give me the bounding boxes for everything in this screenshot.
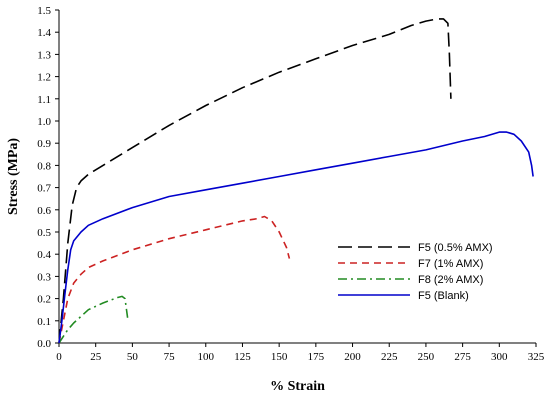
y-tick-label: 0.5: [37, 227, 51, 239]
series-line-f8-2-amx: [58, 295, 129, 344]
x-tick-label: 175: [308, 351, 325, 363]
y-tick-label: 1.2: [37, 72, 51, 84]
x-tick-label: 200: [344, 351, 361, 363]
series-layer: [58, 18, 534, 344]
x-tick-label: 300: [491, 351, 508, 363]
y-tick-label: 0.8: [37, 160, 51, 172]
x-tick-label: 50: [127, 351, 139, 363]
y-tick-label: 0.9: [37, 138, 51, 150]
y-tick-label: 1.0: [37, 116, 51, 128]
x-tick-label: 250: [418, 351, 435, 363]
y-tick-label: 0.4: [37, 249, 51, 261]
series-line-f5-0-5-amx: [58, 18, 452, 344]
x-axis-title: % Strain: [270, 379, 325, 394]
legend: F5 (0.5% AMX) F7 (1% AMX) F8 (2% AMX) F5 (B…: [338, 242, 493, 302]
x-tick-label: 75: [164, 351, 176, 363]
y-tick-label: 0.1: [37, 316, 51, 328]
x-tick-label: 100: [198, 351, 215, 363]
axis-ticks: 0 25 50 75 100 125 150 175 200 225 250 275 300 325 0.0…: [37, 5, 545, 363]
legend-label: F8 (2% AMX): [418, 274, 483, 286]
y-tick-label: 1.1: [37, 94, 51, 106]
y-tick-label: 1.5: [37, 5, 51, 17]
y-tick-label: 1.3: [37, 49, 51, 61]
y-tick-label: 1.4: [37, 27, 51, 39]
axes: [58, 10, 536, 344]
legend-label: F5 (Blank): [418, 290, 469, 302]
x-tick-label: 225: [381, 351, 398, 363]
x-tick-label: 125: [234, 351, 251, 363]
legend-label: F7 (1% AMX): [418, 258, 483, 270]
y-tick-label: 0.2: [37, 294, 51, 306]
y-tick-label: 0.3: [37, 271, 51, 283]
y-axis-title: Stress (MPa): [6, 138, 21, 215]
x-tick-label: 25: [90, 351, 102, 363]
x-tick-label: 325: [528, 351, 545, 363]
x-tick-label: 150: [271, 351, 288, 363]
y-tick-label: 0.7: [37, 183, 51, 195]
series-line-f5-blank: [58, 131, 534, 344]
x-tick-label: 0: [56, 351, 62, 363]
series-line-f7-1-amx: [58, 215, 291, 344]
x-tick-label: 275: [454, 351, 471, 363]
y-tick-label: 0.6: [37, 205, 51, 217]
legend-label: F5 (0.5% AMX): [418, 242, 493, 254]
y-tick-label: 0.0: [37, 338, 51, 350]
